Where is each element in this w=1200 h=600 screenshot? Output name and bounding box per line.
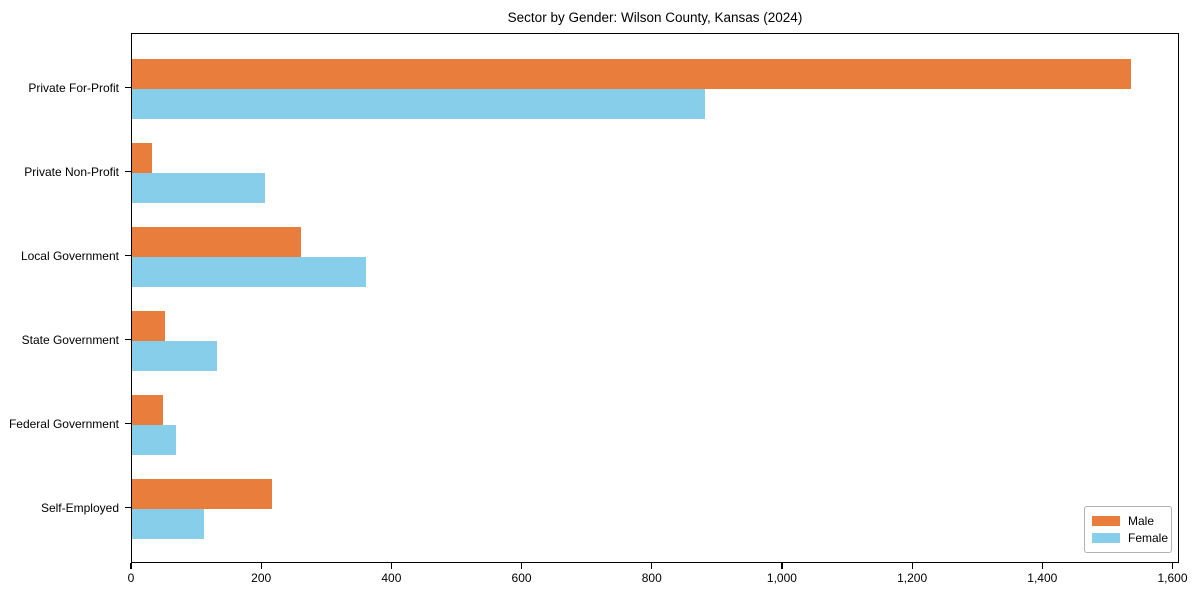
y-tick-mark (125, 339, 131, 341)
y-tick-label-self-employed: Self-Employed (40, 501, 119, 515)
y-tick-label-private-for-profit: Private For-Profit (28, 81, 119, 95)
x-tick-mark (260, 563, 262, 569)
bar-male-private-for-profit (132, 59, 1132, 89)
x-tick-mark (651, 563, 653, 569)
y-tick-label-private-non-profit: Private Non-Profit (24, 165, 119, 179)
y-tick-mark (125, 423, 131, 425)
x-tick-mark (520, 563, 523, 569)
bar-female-private-non-profit (132, 173, 266, 203)
x-tick-label-800: 800 (641, 571, 662, 585)
bar-male-self-employed (132, 479, 272, 509)
x-tick-label-1400: 1,400 (1027, 571, 1058, 585)
bar-male-federal-government (132, 395, 164, 425)
x-tick-mark (130, 563, 132, 569)
x-tick-label-600: 600 (511, 571, 532, 585)
x-tick-mark (390, 563, 392, 569)
bar-female-self-employed (132, 509, 204, 539)
y-tick-label-local-government: Local Government (20, 249, 119, 263)
x-tick-label-0: 0 (127, 571, 135, 585)
male-swatch-icon (1092, 515, 1120, 526)
x-tick-label-1600: 1,600 (1157, 571, 1188, 585)
legend-label-female: Female (1128, 530, 1169, 545)
x-tick-mark (1171, 563, 1174, 569)
legend: Male Female (1084, 506, 1172, 553)
x-tick-mark (911, 563, 913, 569)
legend-label-male: Male (1128, 513, 1155, 528)
chart-title: Sector by Gender: Wilson County, Kansas … (507, 10, 803, 25)
y-tick-mark (125, 255, 131, 257)
y-tick-mark (125, 87, 131, 89)
x-tick-mark (781, 563, 783, 569)
legend-item-female: Female (1092, 529, 1168, 546)
x-tick-label-1200: 1,200 (897, 571, 928, 585)
bar-female-private-for-profit (132, 89, 705, 119)
x-tick-label-400: 400 (381, 571, 402, 585)
x-tick-mark (1041, 563, 1043, 569)
bar-male-state-government (132, 311, 165, 341)
plot-area: Male Female (131, 33, 1179, 563)
x-tick-label-200: 200 (251, 571, 272, 585)
y-tick-mark (125, 171, 131, 173)
bar-female-state-government (132, 341, 217, 371)
bar-male-private-non-profit (132, 143, 152, 173)
y-tick-mark (125, 507, 131, 509)
bar-male-local-government (132, 227, 302, 257)
bar-female-local-government (132, 257, 367, 287)
bar-female-federal-government (132, 425, 177, 455)
y-tick-label-federal-government: Federal Government (8, 417, 119, 431)
legend-item-male: Male (1092, 512, 1164, 529)
y-tick-label-state-government: State Government (21, 333, 119, 347)
female-swatch-icon (1092, 532, 1120, 543)
x-tick-label-1000: 1,000 (766, 571, 797, 585)
